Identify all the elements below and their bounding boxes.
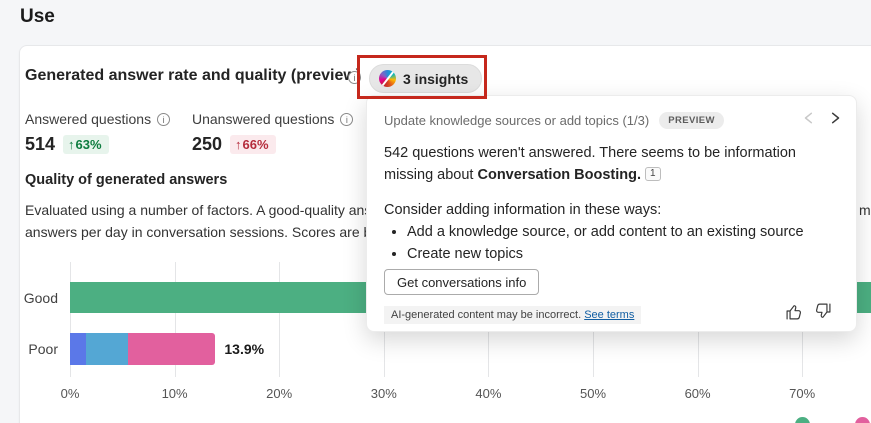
insight-bullet-list: Add a knowledge source, or add content t…: [407, 224, 804, 268]
insight-bullet: Add a knowledge source, or add content t…: [407, 224, 804, 240]
metric-value: 250: [192, 134, 223, 154]
previous-insight-button[interactable]: [799, 109, 819, 129]
next-insight-button[interactable]: [825, 109, 845, 129]
page-title: Use: [20, 6, 55, 27]
thumbs-up-icon: [785, 305, 801, 320]
description-line-1: Evaluated using a number of factors. A g…: [25, 202, 372, 218]
thumbs-up-button[interactable]: [782, 302, 804, 324]
insights-button-label: 3 insights: [403, 70, 469, 87]
quality-section-title: Quality of generated answers: [25, 172, 228, 188]
see-terms-link[interactable]: See terms: [584, 309, 635, 321]
trend-delta: 66%: [242, 137, 269, 152]
insight-bullet: Create new topics: [407, 246, 804, 262]
insight-body-text: 542 questions weren't answered. There se…: [384, 145, 796, 183]
metric-label: Unanswered questions: [192, 111, 335, 127]
description-fragment-right: me: [859, 202, 871, 218]
insight-title: Update knowledge sources or add topics (…: [384, 113, 650, 128]
trend-badge: ↑ 66%: [230, 135, 276, 154]
up-arrow-icon: ↑: [68, 137, 75, 152]
card-title: Generated answer rate and quality (previ…: [25, 67, 362, 84]
description-line-2: answers per day in conversation sessions…: [25, 224, 380, 240]
metric-label: Answered questions: [25, 111, 152, 127]
chevron-left-icon: [804, 112, 813, 123]
chevron-right-icon: [831, 112, 840, 123]
card-title-info-icon[interactable]: i: [348, 71, 361, 84]
bar-segment-poor-segment-2[interactable]: [85, 333, 128, 365]
bar-segment-poor-segment-3[interactable]: [127, 333, 216, 365]
metric-answered-questions: Answered questions i 514 ↑ 63%: [25, 111, 171, 155]
metric-info-icon[interactable]: i: [340, 112, 354, 126]
insight-body: 542 questions weren't answered. There se…: [384, 142, 846, 186]
copilot-icon: [379, 70, 396, 87]
insight-popup: Update knowledge sources or add topics (…: [366, 95, 857, 332]
thumbs-down-button[interactable]: [812, 302, 834, 324]
ai-disclaimer-text: AI-generated content may be incorrect.: [391, 309, 585, 321]
trend-delta: 63%: [75, 137, 102, 152]
bar-segment-poor-segment-1[interactable]: [70, 333, 86, 365]
thumbs-down-icon: [815, 303, 831, 318]
insight-body-bold: Conversation Boosting.: [477, 167, 642, 183]
insight-popup-header: Update knowledge sources or add topics (…: [384, 112, 724, 129]
metric-unanswered-questions: Unanswered questions i 250 ↑ 66%: [192, 111, 354, 155]
preview-badge: PREVIEW: [659, 112, 724, 129]
citation-badge[interactable]: 1: [645, 167, 661, 181]
get-conversations-info-button[interactable]: Get conversations info: [384, 269, 540, 295]
insight-consider-text: Consider adding information in these way…: [384, 202, 662, 218]
metric-info-icon[interactable]: i: [157, 112, 171, 126]
ai-disclaimer: AI-generated content may be incorrect. S…: [384, 306, 642, 324]
trend-badge: ↑ 63%: [63, 135, 109, 154]
insights-button[interactable]: 3 insights: [369, 64, 483, 93]
quality-description: Evaluated using a number of factors. A g…: [25, 199, 845, 243]
metric-value: 514: [25, 134, 56, 154]
up-arrow-icon: ↑: [235, 137, 242, 152]
